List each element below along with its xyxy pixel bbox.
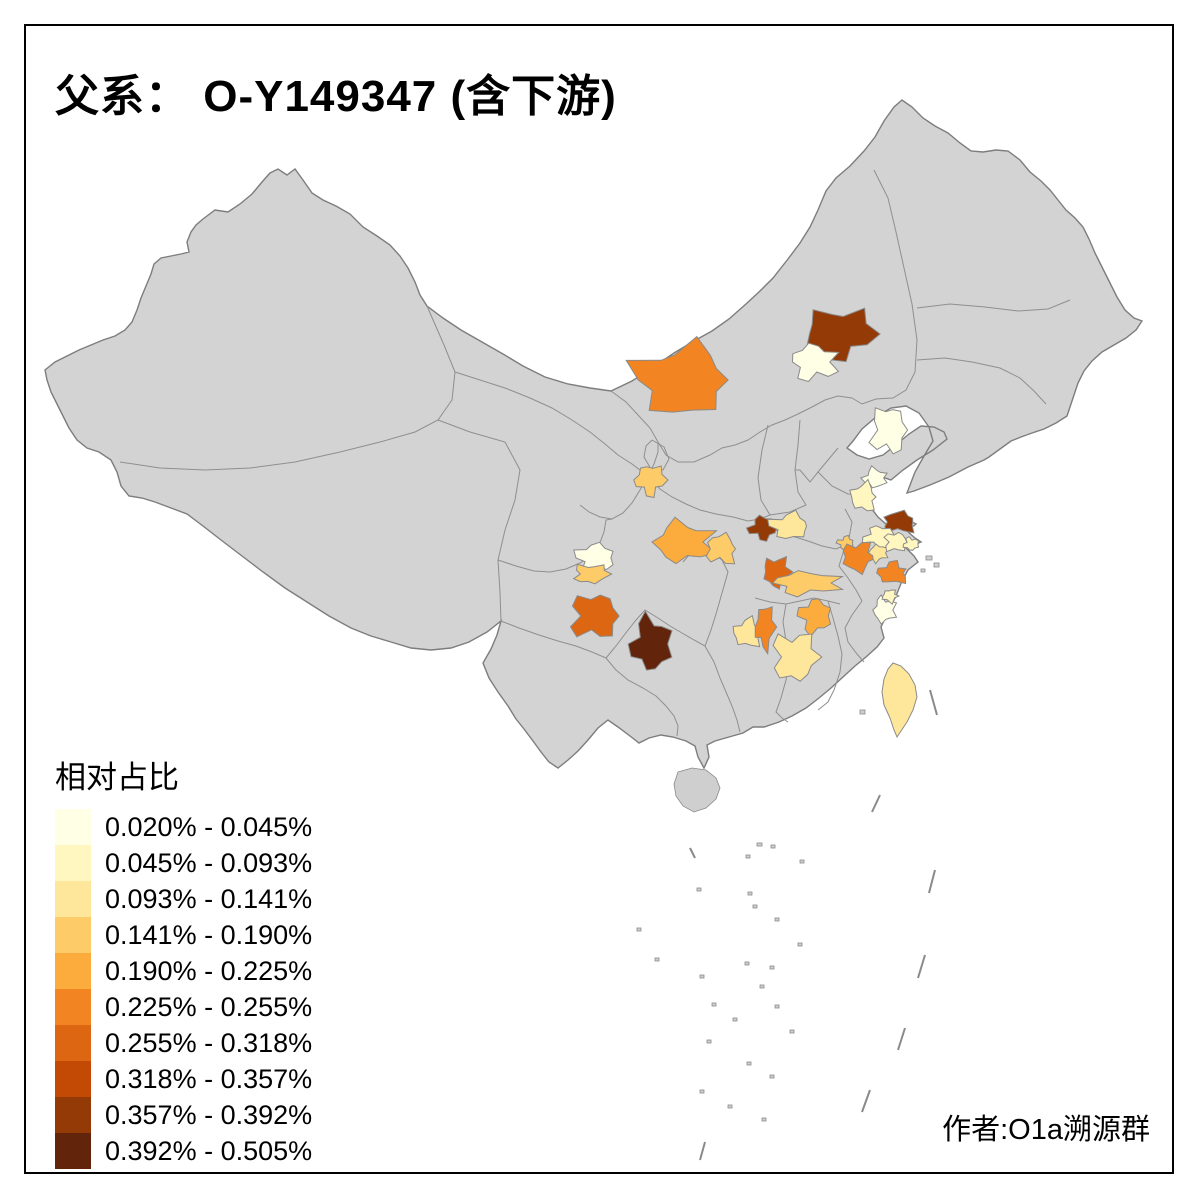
legend-rows: 0.020% - 0.045% 0.045% - 0.093% 0.093% - 0… bbox=[55, 809, 312, 1169]
legend-bin-label: 0.225% - 0.255% bbox=[105, 992, 313, 1022]
map-region-r02 bbox=[806, 307, 881, 363]
legend-bin-label: 0.255% - 0.318% bbox=[105, 1028, 313, 1058]
map-region-r13 bbox=[767, 509, 808, 540]
legend-row: 0.225% - 0.255% bbox=[55, 989, 312, 1025]
china-mainland-outline bbox=[44, 99, 1144, 770]
legend-row: 0.392% - 0.505% bbox=[55, 1133, 312, 1169]
map-region-r21 bbox=[772, 633, 823, 682]
legend-swatch bbox=[55, 953, 91, 989]
legend-swatch bbox=[55, 1097, 91, 1133]
map-region-r30 bbox=[876, 559, 907, 585]
legend-bin-label: 0.190% - 0.225% bbox=[105, 956, 313, 986]
legend-bin-label: 0.093% - 0.141% bbox=[105, 884, 313, 914]
map-region-r06 bbox=[849, 478, 877, 512]
map-region-r23 bbox=[883, 509, 915, 534]
legend-swatch bbox=[55, 1025, 91, 1061]
legend-title: 相对占比 bbox=[55, 760, 179, 795]
map-region-r15 bbox=[771, 570, 845, 598]
map-region-r28 bbox=[883, 531, 908, 553]
legend-bin-label: 0.141% - 0.190% bbox=[105, 920, 313, 950]
hainan-island bbox=[673, 767, 721, 813]
map-region-r17 bbox=[627, 610, 673, 671]
legend-row: 0.255% - 0.318% bbox=[55, 1025, 312, 1061]
islands bbox=[636, 555, 940, 1122]
map-region-r11 bbox=[705, 531, 737, 565]
legend-swatch bbox=[55, 845, 91, 881]
legend-swatch bbox=[55, 1061, 91, 1097]
map-title: 父系： O-Y149347 (含下游) bbox=[55, 72, 617, 121]
map-region-r31 bbox=[881, 589, 901, 606]
map-region-r18 bbox=[732, 614, 761, 648]
legend-swatch bbox=[55, 809, 91, 845]
nine-dash-line bbox=[689, 689, 938, 1161]
map-region-r09 bbox=[572, 563, 613, 585]
map-region-r01 bbox=[625, 335, 729, 413]
legend-row: 0.318% - 0.357% bbox=[55, 1061, 312, 1097]
author-credit: 作者:O1a溯源群 bbox=[942, 1114, 1150, 1146]
legend-swatch bbox=[55, 1133, 91, 1169]
legend-bin-label: 0.318% - 0.357% bbox=[105, 1064, 313, 1094]
map-region-r16 bbox=[569, 594, 620, 638]
map-region-r10 bbox=[651, 516, 718, 565]
legend-bin-label: 0.392% - 0.505% bbox=[105, 1136, 313, 1166]
legend-swatch bbox=[55, 917, 91, 953]
choropleth-regions bbox=[569, 307, 920, 739]
map-region-r07 bbox=[633, 465, 669, 499]
map-region-r29 bbox=[902, 536, 920, 551]
map-region-r26 bbox=[842, 541, 880, 576]
legend-row: 0.190% - 0.225% bbox=[55, 953, 312, 989]
legend-row: 0.093% - 0.141% bbox=[55, 881, 312, 917]
map-region-r20 bbox=[796, 598, 832, 638]
legend-row: 0.357% - 0.392% bbox=[55, 1097, 312, 1133]
legend: 相对占比 0.020% - 0.045% 0.045% - 0.093% 0.093… bbox=[55, 752, 312, 1169]
legend-bin-label: 0.045% - 0.093% bbox=[105, 848, 313, 878]
legend-bin-label: 0.357% - 0.392% bbox=[105, 1100, 313, 1130]
legend-swatch bbox=[55, 881, 91, 917]
legend-row: 0.045% - 0.093% bbox=[55, 845, 312, 881]
map-region-r27 bbox=[867, 543, 889, 565]
legend-swatch bbox=[55, 989, 91, 1025]
map-region-r04 bbox=[868, 407, 909, 455]
legend-bin-label: 0.020% - 0.045% bbox=[105, 812, 313, 842]
legend-row: 0.141% - 0.190% bbox=[55, 917, 312, 953]
legend-row: 0.020% - 0.045% bbox=[55, 809, 312, 845]
map-region-r19 bbox=[754, 606, 778, 656]
map-region-taiwan bbox=[881, 662, 918, 739]
map-region-r03 bbox=[791, 342, 840, 383]
